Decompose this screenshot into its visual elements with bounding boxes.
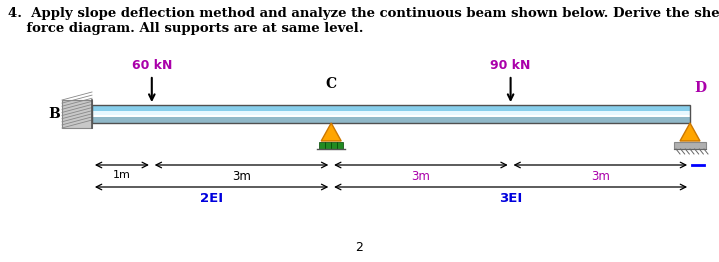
Bar bbox=[92, 105, 690, 123]
Text: C: C bbox=[326, 77, 336, 91]
Bar bbox=[319, 142, 325, 149]
Bar bbox=[337, 142, 343, 149]
Text: 2: 2 bbox=[355, 241, 363, 254]
Text: 90 kN: 90 kN bbox=[490, 59, 531, 72]
Text: 60 kN: 60 kN bbox=[132, 59, 172, 72]
Text: 4.  Apply slope deflection method and analyze the continuous beam shown below. D: 4. Apply slope deflection method and ana… bbox=[8, 7, 719, 20]
Polygon shape bbox=[321, 123, 342, 141]
Bar bbox=[674, 142, 706, 149]
Bar bbox=[92, 105, 690, 114]
Bar bbox=[92, 117, 690, 123]
Bar bbox=[331, 142, 337, 149]
Text: 1m: 1m bbox=[113, 170, 131, 180]
Bar bbox=[325, 142, 331, 149]
Text: force diagram. All supports are at same level.: force diagram. All supports are at same … bbox=[8, 22, 364, 35]
Text: 3m: 3m bbox=[232, 170, 251, 183]
Text: 3m: 3m bbox=[591, 170, 610, 183]
Text: 3m: 3m bbox=[411, 170, 431, 183]
Text: 3EI: 3EI bbox=[499, 192, 522, 205]
Text: B: B bbox=[48, 107, 60, 121]
Text: D: D bbox=[694, 81, 706, 95]
Text: 2EI: 2EI bbox=[200, 192, 223, 205]
Bar bbox=[92, 111, 690, 115]
Polygon shape bbox=[680, 123, 700, 141]
Bar bbox=[62, 100, 92, 128]
